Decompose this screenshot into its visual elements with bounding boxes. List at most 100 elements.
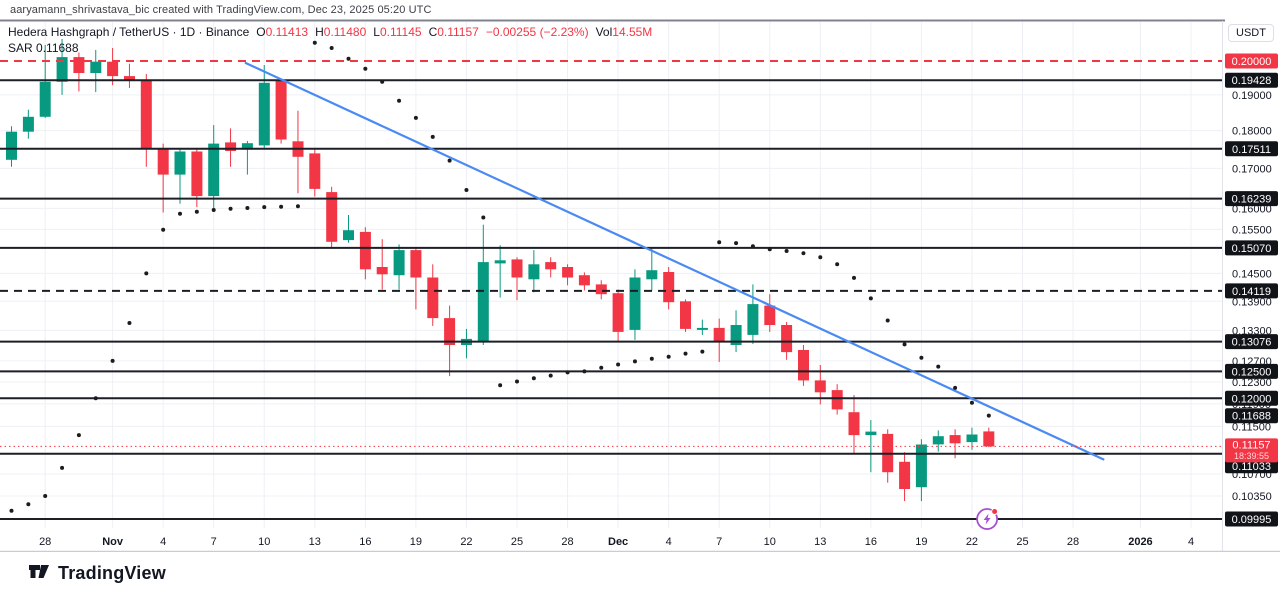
badge-text: 0.11033 [1232,461,1271,473]
candle [899,452,911,502]
candle-body [376,267,388,275]
sar-dot [565,370,570,375]
open-label: O [256,25,266,39]
candle [39,45,51,118]
time-axis-label: 22 [966,536,978,548]
candle-body [6,131,17,160]
attribution-text: aaryamann_shrivastava_bic created with T… [10,4,432,16]
candle [326,186,338,247]
candle [713,318,725,362]
candle [6,126,17,167]
price-axis-label: 0.16000 [1232,203,1272,215]
candle [461,328,472,359]
price-level-badge: 0.12000 [1225,390,1278,406]
sar-dot [76,433,81,438]
sar-dot [262,205,267,210]
candle [562,264,574,286]
badge-bg [1225,240,1278,256]
candle [629,269,641,340]
candle [730,310,742,353]
candle [309,148,321,197]
trend-line[interactable] [244,61,1105,461]
badge-text: 0.17511 [1232,144,1271,156]
candle [477,224,489,345]
time-axis-label: 28 [39,536,51,548]
candle [798,345,809,386]
sar-dot [26,502,31,507]
sar-dot [683,351,688,356]
candle [865,420,877,473]
sar-dot [515,379,519,384]
badge-bg [1225,390,1278,406]
time-axis-label: 4 [1188,536,1194,548]
sar-dot [649,356,654,361]
sar-dot [717,240,722,245]
indicator-name[interactable]: SAR [8,41,33,55]
candle [343,215,354,243]
candle [528,250,540,293]
candle-body [764,305,776,325]
sar-dot [953,385,958,390]
candle-body [696,327,708,330]
candle [848,395,860,454]
badge-text: 0.19428 [1232,75,1272,87]
volume-value: 14.55M [612,25,653,39]
candle-body [646,270,658,280]
tradingview-logo-icon [29,565,49,578]
badge-bg [1225,408,1278,424]
currency-unit-button[interactable]: USDT [1228,24,1274,42]
sar-dot [127,321,132,325]
candle-body [410,250,422,278]
candle [90,49,102,93]
price-level-badge: 0.19428 [1225,72,1278,88]
candle-body [966,434,978,443]
sar-dot [363,66,368,71]
sar-dot [548,373,553,378]
price-level-badge: 0.20000 [1225,53,1278,69]
candle [764,294,776,332]
current-price-value: 0.11157 [1232,439,1270,451]
price-axis-label: 0.12300 [1232,377,1272,389]
candle [241,140,253,175]
candle [157,143,169,213]
footer: TradingView [0,552,1280,594]
sar-dot [801,251,806,256]
time-axis-label: 19 [915,536,927,548]
candle-body [56,57,68,82]
sar-dot [312,40,317,45]
time-axis-label: 28 [1067,536,1079,548]
price-axis-label: 0.19000 [1232,90,1272,102]
price-level-badge: 0.12500 [1225,363,1278,379]
candle [747,284,759,344]
price-level-badge: 0.09995 [1225,511,1278,527]
alert-icon[interactable] [976,508,999,530]
candle-body [562,267,574,278]
sar-dot [161,227,166,232]
sar-dot [969,400,974,405]
low-label: L [373,25,380,39]
sar-dot [60,465,65,470]
sar-dot [295,204,300,209]
sar-dot [110,358,115,363]
sar-dot [902,342,907,347]
candle [258,65,270,150]
candle-body [798,350,809,381]
candle-body [612,293,624,332]
badge-bg [1225,53,1278,69]
candle [124,63,135,88]
bar-countdown: 18:39:55 [1234,451,1269,461]
price-level-badge: 0.14119 [1225,283,1278,299]
sar-dot [397,98,402,103]
candle [966,427,978,450]
candle-body [258,82,270,146]
time-axis-label: Dec [608,536,628,548]
sar-dot [329,46,334,50]
sar-dot [734,241,739,246]
candle-body [174,151,186,175]
candle [511,257,523,301]
badge-bg [1225,72,1278,88]
symbol-title[interactable]: Hedera Hashgraph / TetherUS · 1D · Binan… [8,25,250,39]
candle-body [494,260,506,264]
high-value: 0.11480 [323,25,367,39]
